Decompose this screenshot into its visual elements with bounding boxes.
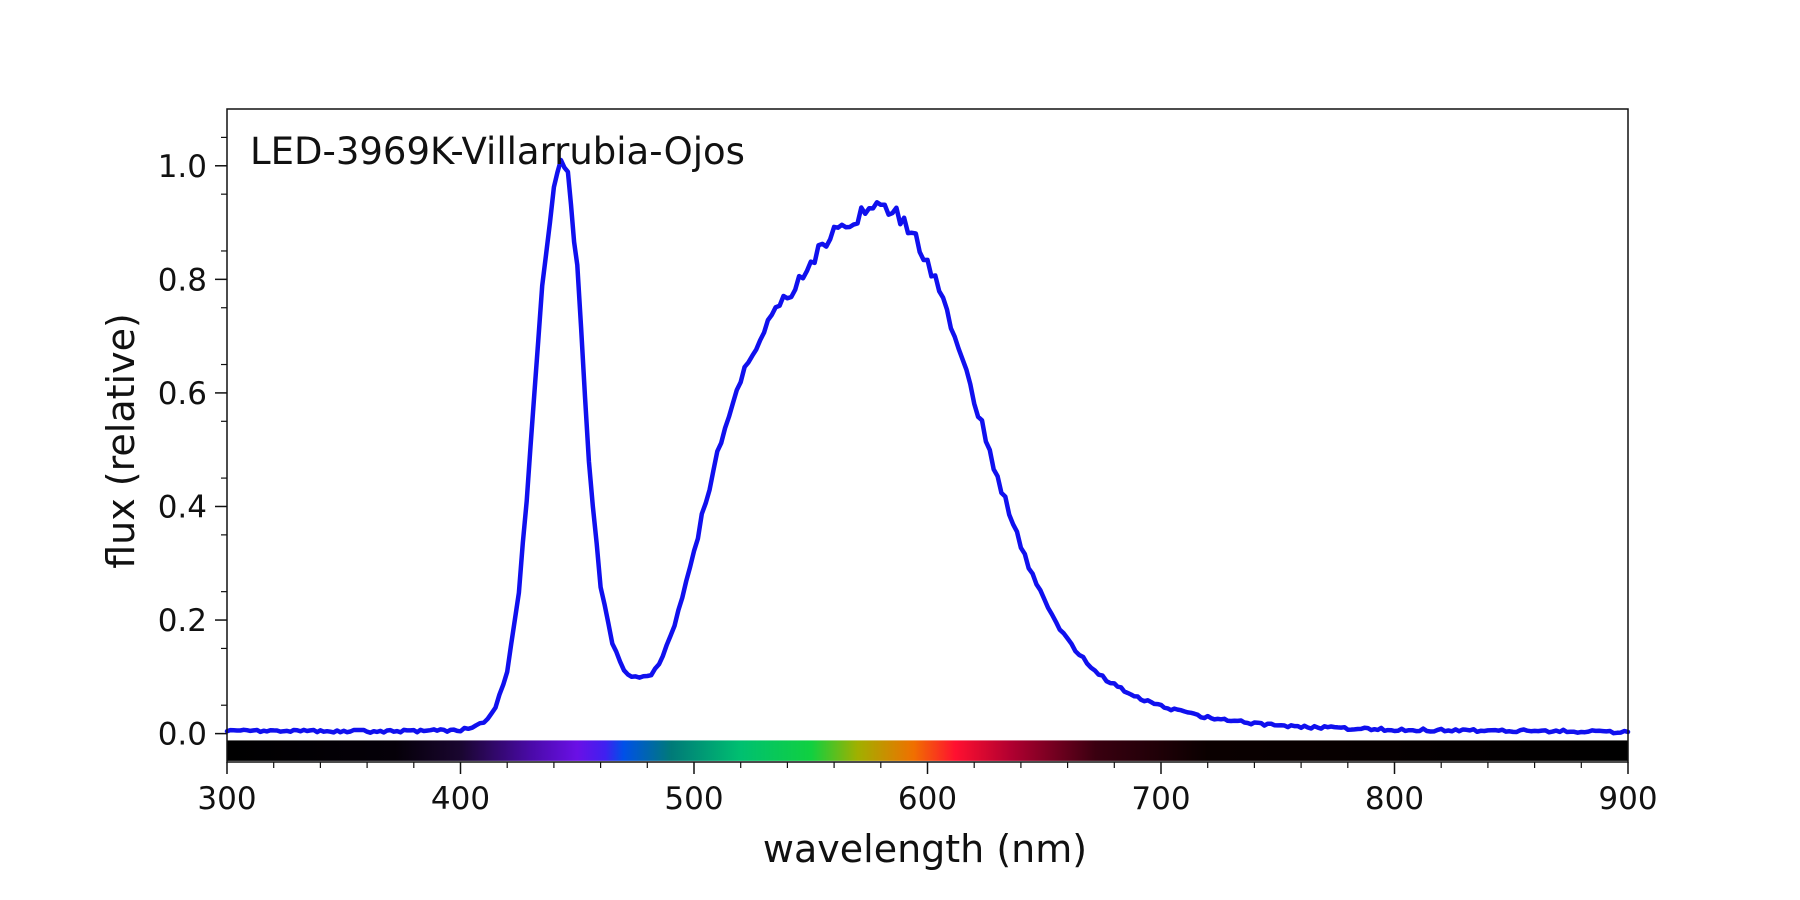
y-axis-ticks: 0.0 0.2 0.4 0.6 0.8 1.0 — [158, 136, 227, 753]
y-tick-label: 0.0 — [158, 717, 207, 753]
x-tick-label: 700 — [1131, 781, 1190, 817]
y-tick-label: 0.4 — [158, 489, 207, 525]
x-tick-label: 900 — [1598, 781, 1657, 817]
x-axis-label: wavelength (nm) — [763, 827, 1087, 871]
y-tick-label: 1.0 — [158, 149, 207, 185]
spectrum-series-line — [224, 157, 1631, 736]
x-axis-ticks: 300 400 500 600 700 800 900 — [197, 762, 1658, 817]
plot-frame — [226, 108, 1629, 763]
x-tick-label: 600 — [898, 781, 957, 817]
y-tick-label: 0.8 — [158, 262, 207, 298]
y-axis-label: flux (relative) — [99, 313, 143, 569]
x-tick-label: 300 — [197, 781, 256, 817]
chart-title: LED-3969K-Villarrubia-Ojos — [250, 130, 745, 173]
x-tick-label: 500 — [664, 781, 723, 817]
x-tick-label: 400 — [431, 781, 490, 817]
x-tick-label: 800 — [1365, 781, 1424, 817]
y-tick-label: 0.6 — [158, 376, 207, 412]
visible-spectrum-bar — [227, 740, 1628, 761]
y-tick-label: 0.2 — [158, 603, 207, 639]
